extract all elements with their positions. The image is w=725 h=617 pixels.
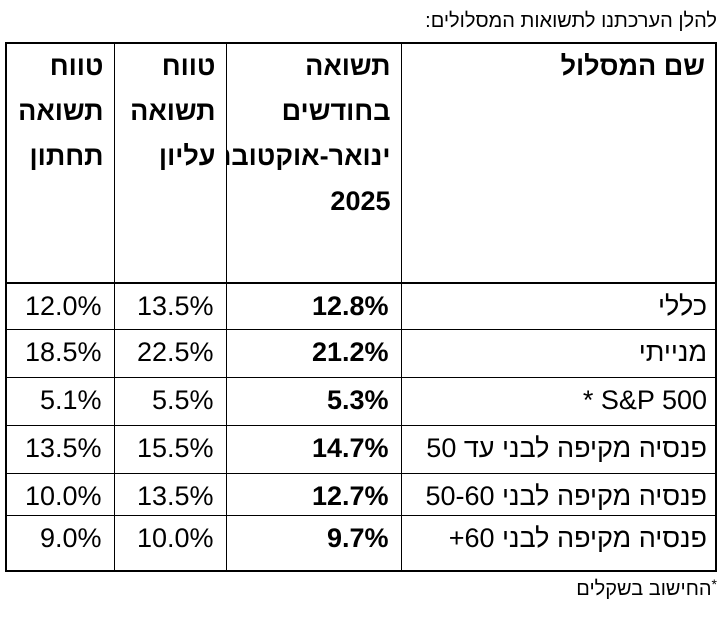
- header-track-name: שם המסלול: [400, 42, 717, 284]
- upper-range-cell: 15.5%: [113, 424, 227, 474]
- table-row: פנסיה מקיפה לבני עד 50 14.7% 15.5% 13.5%: [5, 424, 717, 474]
- ytd-return-cell: 9.7%: [225, 514, 402, 572]
- upper-range-cell: 10.0%: [113, 514, 227, 572]
- footnote-text: החישוב בשקלים: [576, 578, 712, 600]
- upper-range-cell: 13.5%: [113, 472, 227, 516]
- track-name-cell: פנסיה מקיפה לבני עד 50: [400, 424, 717, 474]
- lower-range-cell: 13.5%: [5, 424, 115, 474]
- header-lower-range: טווח תשואה תחתון: [5, 42, 115, 284]
- lower-range-cell: 18.5%: [5, 328, 115, 378]
- track-name-cell: S&P 500 *: [400, 376, 717, 426]
- upper-range-cell: 22.5%: [113, 328, 227, 378]
- header-ytd-return: תשואה בחודשים ינואר-אוקטובר 2025: [225, 42, 402, 284]
- track-name-cell: פנסיה מקיפה לבני 60+: [400, 514, 717, 572]
- ytd-return-cell: 12.7%: [225, 472, 402, 516]
- table-body: כללי 12.8% 13.5% 12.0% מנייתי 21.2% 22.5…: [5, 282, 717, 572]
- ytd-return-cell: 14.7%: [225, 424, 402, 474]
- track-name-cell: כללי: [400, 282, 717, 330]
- table-header: שם המסלול תשואה בחודשים ינואר-אוקטובר 20…: [5, 42, 717, 284]
- lower-range-cell: 5.1%: [5, 376, 115, 426]
- track-name-cell: מנייתי: [400, 328, 717, 378]
- header-upper-range: טווח תשואה עליון: [113, 42, 227, 284]
- table-row: מנייתי 21.2% 22.5% 18.5%: [5, 328, 717, 378]
- track-name-cell: פנסיה מקיפה לבני 50-60: [400, 472, 717, 516]
- ytd-return-cell: 21.2%: [225, 328, 402, 378]
- lower-range-cell: 9.0%: [5, 514, 115, 572]
- footnote-asterisk: *: [711, 576, 717, 592]
- ytd-return-cell: 5.3%: [225, 376, 402, 426]
- page-title: להלן הערכתנו לתשואות המסלולים:: [425, 10, 717, 32]
- ytd-return-cell: 12.8%: [225, 282, 402, 330]
- table-row: S&P 500 * 5.3% 5.5% 5.1%: [5, 376, 717, 426]
- table-row: כללי 12.8% 13.5% 12.0%: [5, 282, 717, 330]
- upper-range-cell: 5.5%: [113, 376, 227, 426]
- table-row: פנסיה מקיפה לבני 60+ 9.7% 10.0% 9.0%: [5, 514, 717, 572]
- footnote: *החישוב בשקלים: [576, 577, 717, 601]
- upper-range-cell: 13.5%: [113, 282, 227, 330]
- header-row: שם המסלול תשואה בחודשים ינואר-אוקטובר 20…: [5, 42, 717, 284]
- lower-range-cell: 12.0%: [5, 282, 115, 330]
- table-row: פנסיה מקיפה לבני 50-60 12.7% 13.5% 10.0%: [5, 472, 717, 516]
- lower-range-cell: 10.0%: [5, 472, 115, 516]
- returns-table: שם המסלול תשואה בחודשים ינואר-אוקטובר 20…: [5, 42, 717, 572]
